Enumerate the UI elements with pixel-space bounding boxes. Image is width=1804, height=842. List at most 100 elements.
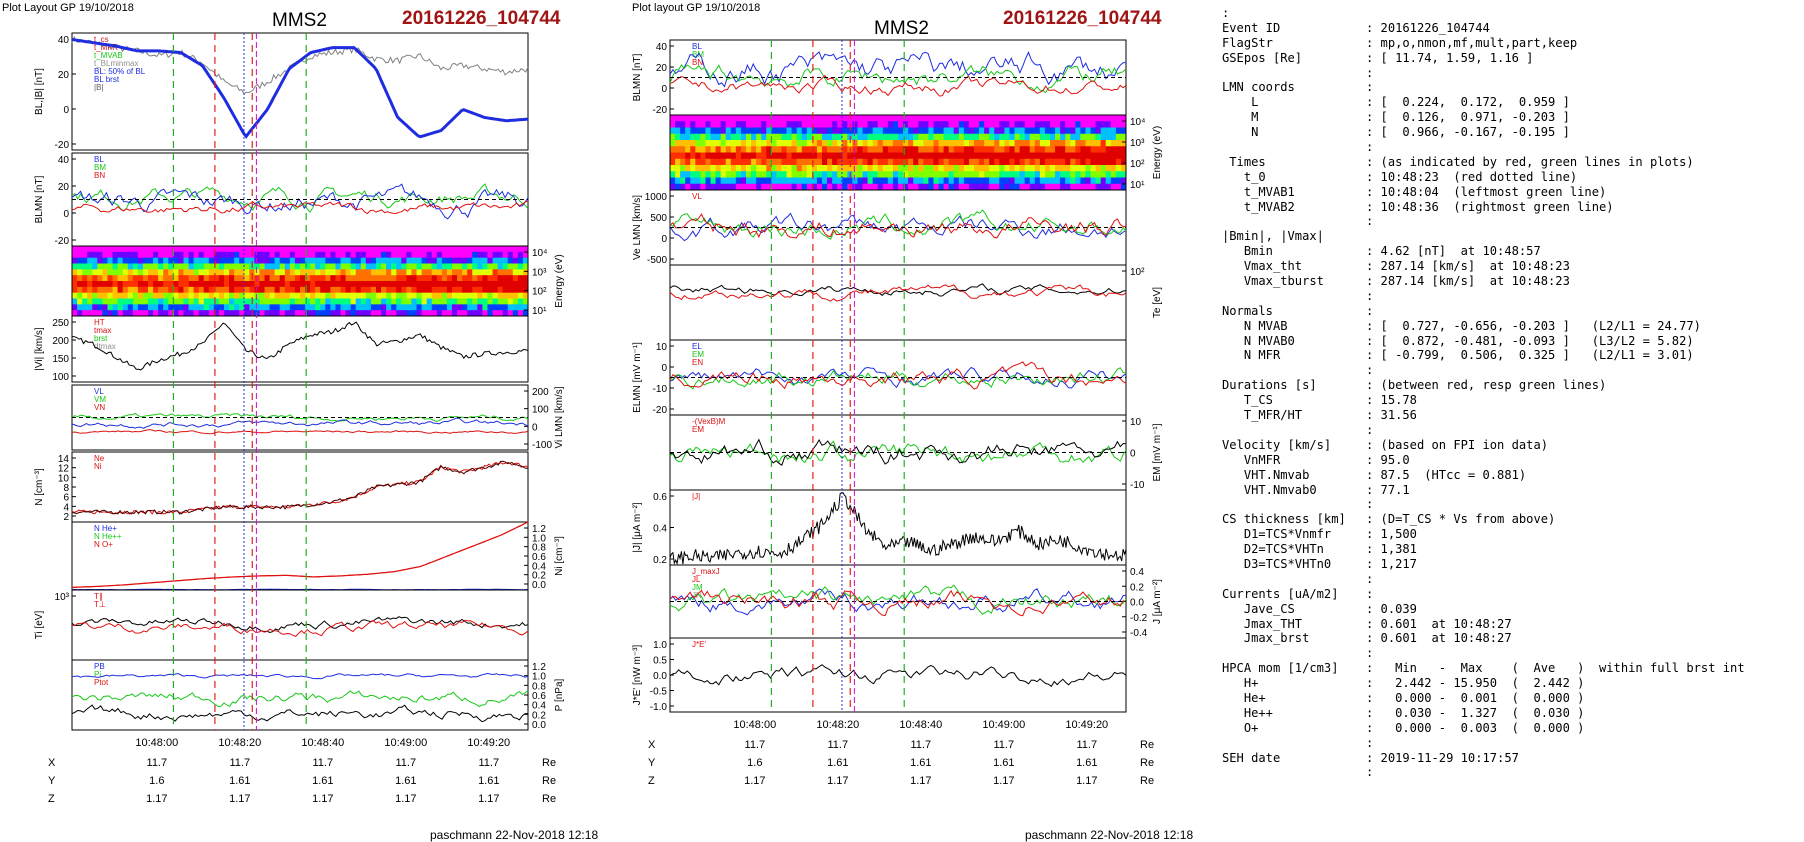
left-panel-2-spectrogram-cell [249,281,255,288]
middle-panel-1-spectrogram-cell [1019,171,1026,178]
middle-panel-1-spectrogram-cell [1070,171,1076,178]
middle-panel-1-spectrogram-cell [766,171,772,178]
middle-panel-1-spectrogram-cell [756,165,762,172]
middle-panel-1-spectrogram-cell [695,133,701,141]
middle-panel-1-spectrogram-cell [1110,121,1117,128]
info-value: : [1366,303,1374,318]
middle-panel-1-spectrogram-cell [1029,158,1036,166]
middle-panel-1-spectrogram-cell [720,140,727,147]
left-panel-2-spectrogram-cell [269,304,276,311]
info-row: D3=TCS*VHTn0: 1,217 [1222,557,1802,572]
middle-panel-1-spectrogram-cell [1100,165,1107,172]
middle-panel-1-spectrogram-cell [822,177,828,185]
middle-panel-1-spectrogram-cell [1085,140,1092,147]
left-panel-2-spectrogram-cell [411,269,418,276]
left-panel-2-spectrogram-cell [472,310,478,317]
middle-panel-1-spectrogram-cell [1029,152,1036,160]
left-panel-2-spectrogram-cell [142,269,149,276]
middle-panel-1-spectrogram-cell [963,127,970,135]
left-panel-2-spectrogram-cell [325,269,331,276]
left-panel-2-spectrogram-cell [132,275,139,282]
left-panel-2-spectrogram-cell [396,310,402,317]
middle-panel-8-ylabel: J*E' [nW m⁻³] [632,645,643,706]
info-value: : mp,o,nmon,mf,mult,part,keep [1366,35,1578,50]
left-panel-2-spectrogram-cell [107,298,114,305]
middle-panel-1-spectrogram-cell [1044,146,1051,153]
middle-panel-1-spectrogram-cell [943,121,950,128]
left-panel-2-spectrogram-cell [294,292,301,299]
middle-panel-1-spectrogram-cell [766,115,772,122]
middle-panel-1-spectrogram-cell [725,140,732,147]
middle-panel-1-spectrogram-cell [715,171,722,178]
middle-ephem-unit: Re [1140,757,1154,769]
middle-panel-1-spectrogram-cell [1100,171,1107,178]
middle-panel-1-spectrogram-cell [1024,115,1031,122]
left-panel-2-spectrogram-cell [239,310,245,317]
left-panel-4-trace-0 [71,412,529,422]
left-panel-8-tick-label: 0.0 [532,720,546,731]
left-panel-2-spectrogram-cell [198,281,205,288]
middle-panel-1-spectrogram-cell [1024,165,1031,172]
left-panel-2-spectrogram-cell [431,275,438,282]
left-panel-2-spectrogram-cell [502,304,509,311]
middle-panel-1-spectrogram-cell [892,152,899,160]
left-panel-2-spectrogram-cell [239,269,245,276]
left-panel-2-spectrogram-cell [446,286,453,294]
left-panel-2-spectrogram-cell [173,286,179,294]
left-panel-2-spectrogram-cell [396,263,402,270]
middle-panel-1-spectrogram-cell [938,177,945,185]
left-panel-2-spectrogram-cell [482,304,488,311]
middle-panel-1-spectrogram-cell [1080,140,1086,147]
middle-panel-1-spectrogram-cell [938,152,945,160]
info-row: Jmax_THT: 0.601 at 10:48:27 [1222,617,1802,632]
left-panel-2-spectrogram-cell [107,257,114,264]
left-panel-2-spectrogram-cell [203,263,210,270]
left-panel-2-spectrogram-cell [137,292,144,299]
left-panel-2-spectrogram-cell [132,246,139,253]
middle-panel-1-spectrogram-cell [1019,127,1026,135]
left-panel-2-spectrogram-cell [512,281,519,288]
middle-panel-1-spectrogram-cell [1095,121,1102,128]
left-panel-2-spectrogram-cell [345,310,352,317]
middle-panel-1-spectrogram-cell [1060,171,1066,178]
left-panel-2-spectrogram-cell [320,275,326,282]
middle-panel-1-spectrogram-cell [1050,121,1056,128]
left-panel-2-spectrogram-cell [401,281,407,288]
left-panel-2-spectrogram-cell [355,251,362,259]
middle-panel-1-spectrogram-cell [806,165,813,172]
left-panel-1-trace-0 [71,183,529,213]
left-panel-2-spectrogram-cell [107,286,114,294]
left-panel-2-spectrogram-cell [477,246,483,253]
left-panel-2-spectrogram-cell [370,275,377,282]
left-panel-2-spectrogram-cell [158,257,164,264]
middle-panel-1-spectrogram-cell [994,165,1000,172]
middle-ephem-value: 11.7 [828,739,849,751]
middle-panel-1-spectrogram-cell [979,171,985,178]
left-panel-2-spectrogram-cell [446,281,453,288]
middle-panel-1-spectrogram-cell [1090,140,1097,147]
left-panel-2-spectrogram-cell [376,275,382,282]
left-panel-2-spectrogram-cell [401,251,407,259]
middle-time-tick: 10:48:00 [733,719,776,731]
middle-panel-1-spectrogram-cell [730,121,737,128]
middle-panel-1-spectrogram-cell [867,177,874,185]
info-row: VnMFR: 95.0 [1222,453,1802,468]
left-panel-2-spectrogram-cell [168,304,174,311]
left-panel-2-spectrogram-cell [274,292,281,299]
left-panel-2-spectrogram-cell [239,281,245,288]
info-key: M [1222,110,1259,125]
left-panel-2-spectrogram-cell [269,257,276,264]
left-panel-2-spectrogram-cell [431,246,438,253]
left-panel-2-spectrogram-cell [411,275,418,282]
middle-panel-1-spectrogram-cell [1039,133,1046,141]
left-panel-2-spectrogram-cell [117,286,124,294]
middle-panel-1-spectrogram-cell [1004,183,1010,191]
left-panel-2-spectrogram-cell [77,304,83,311]
middle-panel-1-spectrogram-cell [867,121,874,128]
middle-ephem-value: 1.17 [827,775,848,787]
left-panel-2-spectrogram-cell [259,257,266,264]
middle-panel-1-spectrogram-cell [887,165,894,172]
left-panel-2-spectrogram-cell [512,246,519,253]
middle-panel-1-spectrogram-cell [903,127,909,135]
left-panel-2-spectrogram-cell [244,275,250,282]
